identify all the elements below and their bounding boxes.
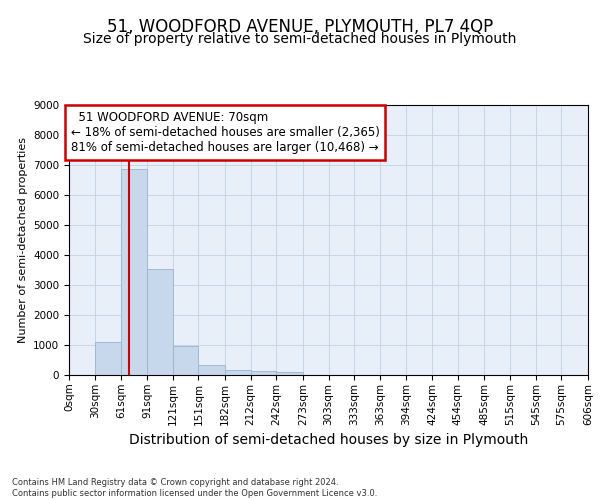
- Bar: [147, 268, 173, 375]
- Bar: [225, 370, 251, 375]
- Text: Contains HM Land Registry data © Crown copyright and database right 2024.
Contai: Contains HM Land Registry data © Crown c…: [12, 478, 377, 498]
- Y-axis label: Number of semi-detached properties: Number of semi-detached properties: [17, 137, 28, 343]
- Bar: [173, 346, 199, 375]
- Text: Size of property relative to semi-detached houses in Plymouth: Size of property relative to semi-detach…: [83, 32, 517, 46]
- Bar: [95, 342, 121, 375]
- Bar: [251, 371, 276, 375]
- Bar: [121, 170, 147, 375]
- Text: 51, WOODFORD AVENUE, PLYMOUTH, PL7 4QP: 51, WOODFORD AVENUE, PLYMOUTH, PL7 4QP: [107, 18, 493, 36]
- Bar: [276, 372, 303, 375]
- X-axis label: Distribution of semi-detached houses by size in Plymouth: Distribution of semi-detached houses by …: [129, 433, 528, 447]
- Text: 51 WOODFORD AVENUE: 70sqm
← 18% of semi-detached houses are smaller (2,365)
81% : 51 WOODFORD AVENUE: 70sqm ← 18% of semi-…: [71, 111, 380, 154]
- Bar: [199, 364, 225, 375]
